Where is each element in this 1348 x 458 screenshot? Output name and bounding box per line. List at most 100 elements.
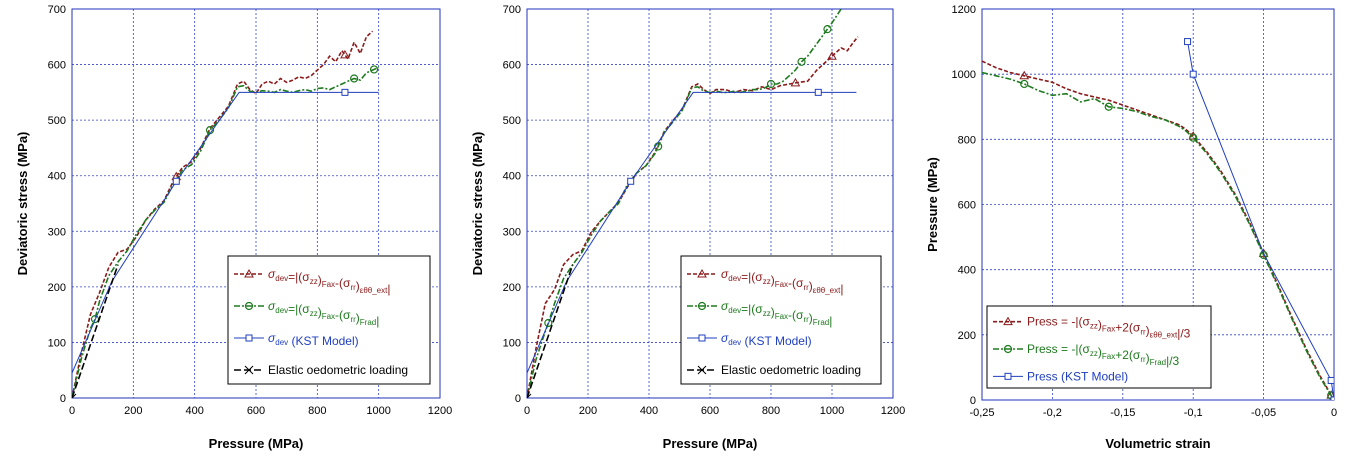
legend-subscript: dev bbox=[275, 274, 288, 283]
y-tick-label: 300 bbox=[503, 226, 521, 238]
legend-text: ) bbox=[1146, 324, 1150, 338]
legend-subscript: zz bbox=[1090, 322, 1098, 331]
legend-text: | bbox=[376, 314, 379, 328]
legend-box bbox=[680, 255, 882, 385]
x-tick-label: 600 bbox=[701, 405, 719, 417]
legend-text: σ bbox=[721, 267, 729, 281]
series-marker-3 bbox=[1327, 376, 1334, 384]
series-marker-3 bbox=[627, 177, 635, 185]
legend-text: ) bbox=[771, 305, 775, 319]
legend-label: σdev=|(σzz)Fax-(σrr)εθθ_ext| bbox=[268, 267, 390, 296]
legend-text: +2(σ bbox=[1115, 348, 1141, 362]
legend-swatch-marker bbox=[244, 268, 254, 278]
x-tick-label: 0 bbox=[69, 405, 75, 417]
series-group bbox=[72, 30, 380, 398]
y-tick-label: 1000 bbox=[952, 69, 976, 81]
series-marker-3 bbox=[814, 88, 822, 96]
legend-subscript: dev bbox=[275, 306, 288, 315]
legend-text: ) bbox=[356, 311, 360, 325]
x-tick-label: 1000 bbox=[366, 405, 390, 417]
chart-panel-2: 0 200 400 600 800 1000 1200 0 100 200 300 400 500 600… bbox=[470, 4, 905, 451]
legend-subscript: Fax bbox=[322, 280, 335, 289]
legend-label: Elastic oedometric loading bbox=[721, 363, 861, 377]
series-marker-3 bbox=[1189, 70, 1197, 78]
legend-subscript: dev bbox=[275, 338, 288, 347]
y-tick-label: 200 bbox=[503, 282, 521, 294]
legend-subscript: Fax bbox=[1102, 352, 1115, 361]
x-tick-label: 1200 bbox=[428, 405, 452, 417]
y-tick-label: 1200 bbox=[952, 4, 976, 16]
y-tick-label: 200 bbox=[48, 282, 66, 294]
x-tick-label: 1000 bbox=[820, 405, 844, 417]
y-tick-label: 100 bbox=[503, 337, 521, 349]
legend-text: (KST Model) bbox=[288, 334, 358, 348]
series-marker-1 bbox=[1019, 70, 1030, 80]
legend-subscript: Fax bbox=[775, 280, 788, 289]
y-tick-label: 700 bbox=[48, 4, 66, 16]
legend-swatch-marker bbox=[697, 365, 707, 375]
legend-text: -(σ bbox=[335, 308, 351, 322]
legend-swatch-marker bbox=[1004, 372, 1012, 380]
legend-text: ) bbox=[809, 311, 813, 325]
y-tick-label: 500 bbox=[503, 115, 521, 127]
legend-subscript: Frad bbox=[813, 318, 829, 327]
plot-frame bbox=[71, 8, 441, 399]
series-marker-2 bbox=[350, 74, 359, 83]
legend-text: Press = -|(σ bbox=[1027, 315, 1090, 329]
y-tick-label: 600 bbox=[48, 60, 66, 72]
legend-subscript: rr bbox=[350, 315, 356, 324]
series-marker-2 bbox=[766, 79, 776, 89]
legend-label: σdev=|(σzz)Fax-(σrr)εθθ_ext| bbox=[721, 267, 843, 296]
y-tick-label: 400 bbox=[958, 265, 976, 277]
series-line-4 bbox=[72, 264, 119, 398]
x-tick-label: 800 bbox=[762, 405, 780, 417]
legend-text: | bbox=[387, 282, 390, 296]
series-marker-2 bbox=[1259, 250, 1268, 260]
y-tick-label: 800 bbox=[958, 134, 976, 146]
legend-label: Press (KST Model) bbox=[1027, 369, 1128, 383]
legend-label: Elastic oedometric loading bbox=[268, 363, 408, 377]
series-line-3 bbox=[1187, 41, 1334, 400]
x-axis-label: Volumetric strain bbox=[1105, 436, 1210, 451]
legend-text: σ bbox=[268, 299, 276, 313]
legend-subscript: rr bbox=[803, 283, 809, 292]
legend-box bbox=[227, 255, 431, 385]
legend: σdev=|(σzz)Fax-(σrr)εθθ_ext|σdev=|(σzz)F… bbox=[680, 255, 882, 385]
legend-swatch-marker bbox=[697, 301, 707, 311]
legend: Press = -|(σzz)Fax+2(σrr)εθθ_ext|/3Press… bbox=[986, 305, 1212, 389]
legend-box bbox=[986, 305, 1212, 389]
legend-text: ) bbox=[318, 305, 322, 319]
legend-swatch-marker bbox=[244, 365, 254, 375]
x-axis-label: Pressure (MPa) bbox=[663, 436, 758, 451]
series-marker-3 bbox=[172, 177, 180, 185]
series-line-2 bbox=[982, 71, 1334, 400]
series-marker-2 bbox=[823, 25, 832, 34]
y-tick-label: 400 bbox=[48, 171, 66, 183]
legend-subscript: εθθ_ext bbox=[360, 286, 388, 295]
y-tick-label: 500 bbox=[48, 115, 66, 127]
legend-text: -(σ bbox=[788, 276, 804, 290]
series-group bbox=[982, 38, 1334, 400]
legend-text: ) bbox=[1098, 345, 1102, 359]
legend-text: Press = -|(σ bbox=[1027, 342, 1090, 356]
legend-subscript: zz bbox=[310, 309, 318, 318]
legend: σdev=|(σzz)Fax-(σrr)εθθ_ext|σdev=|(σzz)F… bbox=[227, 255, 431, 385]
legend-swatch-marker bbox=[697, 268, 707, 278]
legend-swatch-marker bbox=[1003, 316, 1013, 326]
legend-subscript: zz bbox=[763, 309, 771, 318]
series-marker-1 bbox=[340, 49, 350, 59]
legend-subscript: dev bbox=[728, 306, 741, 315]
legend-text: ) bbox=[318, 273, 322, 287]
series-line-1 bbox=[527, 36, 859, 398]
x-tick-label: 600 bbox=[247, 405, 265, 417]
legend-text: Press (KST Model) bbox=[1027, 369, 1128, 383]
y-axis-label: Deviatoric stress (MPa) bbox=[470, 132, 485, 276]
legend-text: Elastic oedometric loading bbox=[268, 363, 408, 377]
x-tick-label: -0,05 bbox=[1251, 407, 1276, 419]
legend-text: | bbox=[829, 314, 832, 328]
series-marker-2 bbox=[544, 318, 553, 328]
y-tick-label: 100 bbox=[48, 337, 66, 349]
legend-subscript: zz bbox=[1090, 349, 1098, 358]
